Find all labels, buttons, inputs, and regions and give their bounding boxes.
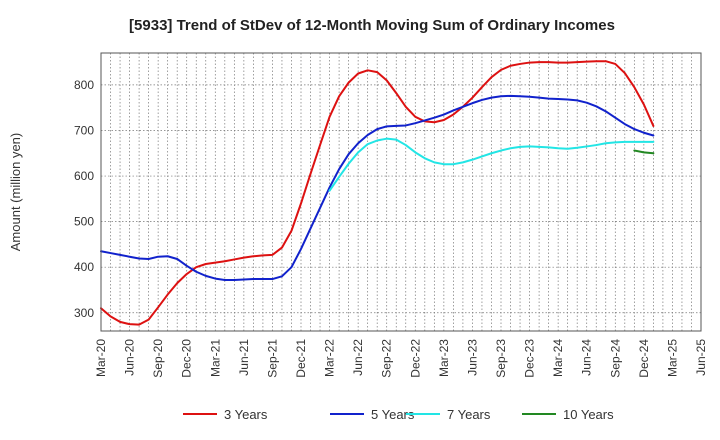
legend-label: 10 Years bbox=[563, 407, 614, 422]
y-tick-label: 500 bbox=[74, 215, 94, 229]
series-line-10-years bbox=[633, 149, 655, 155]
x-tick-label: Mar-20 bbox=[94, 339, 108, 377]
legend-label: 7 Years bbox=[447, 407, 491, 422]
x-tick-label: Jun-25 bbox=[694, 339, 708, 376]
x-tick-label: Jun-22 bbox=[351, 339, 365, 376]
series-line-5-years bbox=[100, 94, 655, 281]
x-tick-label: Dec-21 bbox=[294, 339, 308, 378]
x-tick-label: Sep-20 bbox=[151, 339, 165, 378]
legend-label: 5 Years bbox=[371, 407, 415, 422]
x-tick-label: Sep-24 bbox=[608, 339, 622, 378]
x-tick-label: Jun-24 bbox=[580, 339, 594, 376]
chart-title: [5933] Trend of StDev of 12-Month Moving… bbox=[129, 17, 615, 34]
x-tick-label: Dec-24 bbox=[637, 339, 651, 378]
x-tick-label: Jun-20 bbox=[123, 339, 137, 376]
y-tick-labels: 300 400 500 600 700 800 bbox=[74, 78, 94, 320]
x-tick-label: Mar-24 bbox=[551, 339, 565, 377]
grid-lines bbox=[101, 53, 701, 331]
y-axis-label: Amount (million yen) bbox=[8, 133, 23, 252]
series-line-7-years bbox=[328, 137, 655, 192]
x-tick-label: Sep-23 bbox=[494, 339, 508, 378]
x-tick-label: Jun-23 bbox=[465, 339, 479, 376]
x-tick-label: Mar-23 bbox=[437, 339, 451, 377]
y-tick-label: 700 bbox=[74, 123, 94, 137]
x-tick-labels: Mar-20 Jun-20 Sep-20 Dec-20 Mar-21 Jun-21 Sep-… bbox=[94, 339, 708, 378]
x-tick-label: Sep-22 bbox=[380, 339, 394, 378]
x-tick-label: Dec-22 bbox=[408, 339, 422, 378]
x-tick-label: Dec-23 bbox=[523, 339, 537, 378]
y-tick-label: 400 bbox=[74, 260, 94, 274]
plot-frame bbox=[100, 52, 702, 332]
x-tick-label: Mar-21 bbox=[208, 339, 222, 377]
x-tick-label: Mar-22 bbox=[323, 339, 337, 377]
series-lines bbox=[100, 60, 655, 326]
x-tick-label: Jun-21 bbox=[237, 339, 251, 376]
y-tick-label: 300 bbox=[74, 306, 94, 320]
x-tick-label: Mar-25 bbox=[665, 339, 679, 377]
x-tick-label: Sep-21 bbox=[265, 339, 279, 378]
x-tick-label: Dec-20 bbox=[180, 339, 194, 378]
y-tick-label: 600 bbox=[74, 169, 94, 183]
legend-label: 3 Years bbox=[224, 407, 268, 422]
y-tick-label: 800 bbox=[74, 78, 94, 92]
legend: 3 Years 5 Years 7 Years 10 Years bbox=[183, 407, 614, 422]
